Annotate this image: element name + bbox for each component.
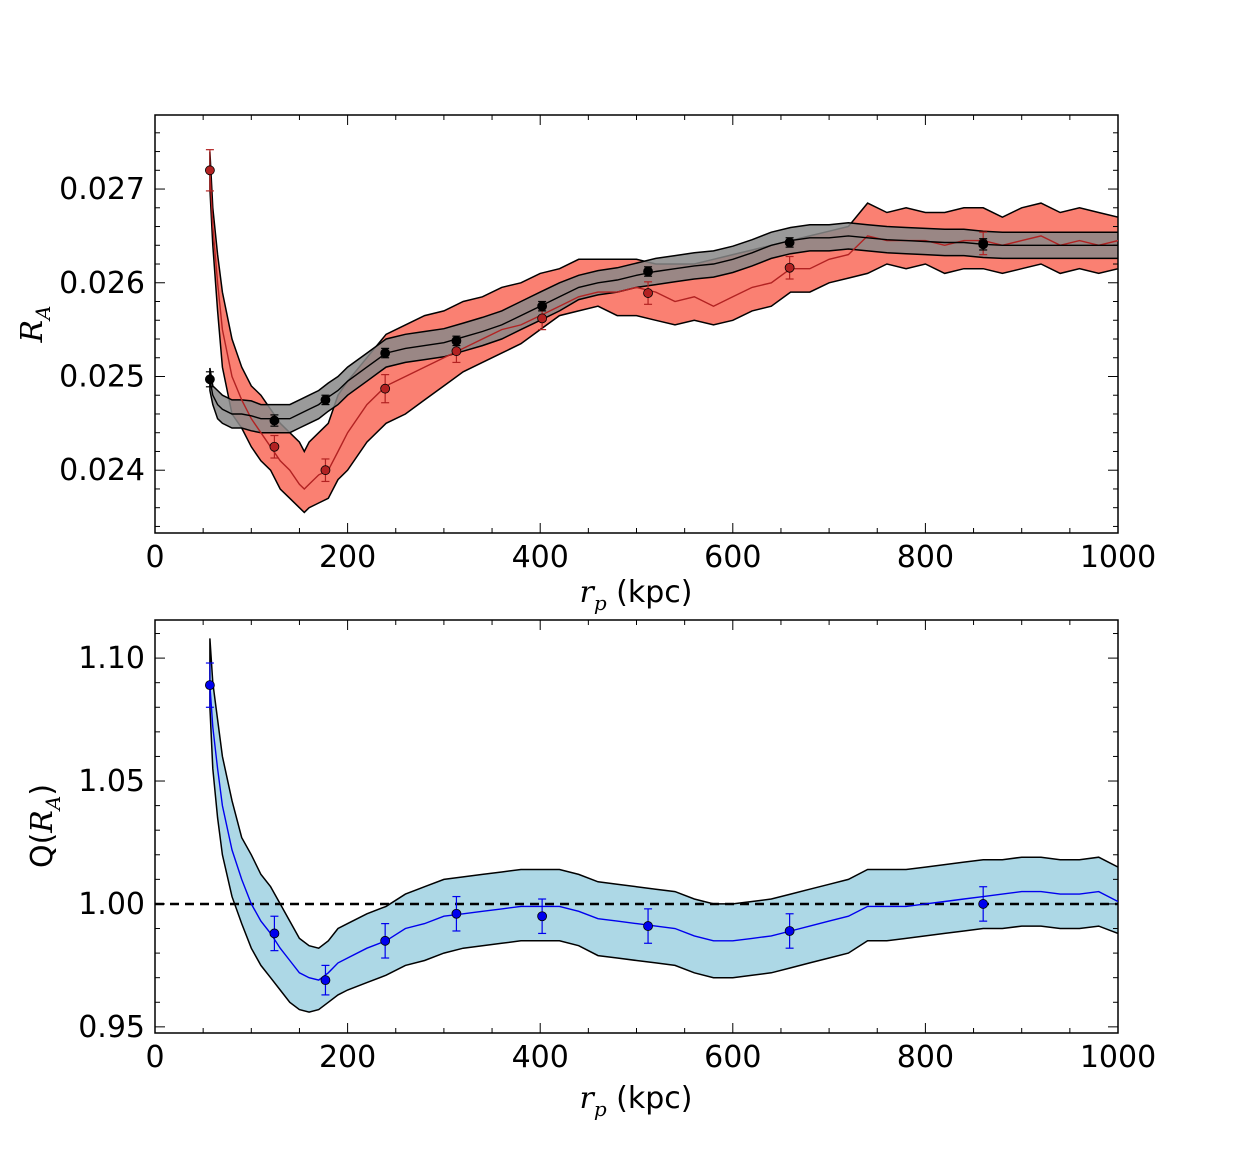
- y-tick-label: 1.00: [78, 887, 145, 922]
- point-black-top-1: [269, 414, 280, 427]
- point-black-top-4: [451, 335, 462, 347]
- point-black-top-5: [537, 300, 548, 312]
- point-red-top-0: [204, 149, 215, 192]
- point-blue-bottom-5: [537, 898, 548, 935]
- point-black-top-0: [204, 371, 215, 388]
- point-blue-bottom-7: [784, 913, 795, 949]
- point-red-top-7: [784, 255, 795, 280]
- y-tick-label: 1.05: [78, 764, 145, 799]
- x-axis-label-top: rp (kpc): [579, 575, 692, 615]
- x-tick-label: 1000: [1080, 1040, 1156, 1075]
- x-tick-label: 400: [512, 540, 569, 575]
- y-axis-label-top: RA: [15, 305, 55, 343]
- y-tick-label: 1.10: [78, 641, 145, 676]
- line-red-top: [209, 170, 1118, 490]
- y-tick-label: 0.025: [59, 359, 145, 394]
- line-black-top: [209, 235, 1118, 420]
- point-red-top-6: [643, 281, 653, 305]
- y-tick-label: 0.024: [59, 453, 145, 488]
- x-tick-label: 600: [704, 540, 761, 575]
- y-axis-label-bottom: Q(RA): [25, 784, 65, 868]
- band-red-top: [209, 151, 1118, 514]
- x-tick-label: 800: [897, 540, 954, 575]
- panel-top-ra: 0 200 400 600 800 1000 0.024 0.025 0.026 0.027 rp…: [15, 114, 1156, 615]
- y-tick-label: 0.026: [59, 266, 145, 301]
- point-red-top-1: [269, 434, 280, 459]
- y-tick-label: 0.95: [78, 1010, 145, 1045]
- panel-bottom-q: 0 200 400 600 800 1000 0.95 1.00 1.05 1.10 rp (kp…: [25, 619, 1156, 1121]
- band-black-top: [209, 222, 1118, 434]
- point-black-top-2: [320, 394, 331, 406]
- point-black-top-6: [643, 266, 653, 277]
- x-tick-label: 800: [897, 1040, 954, 1075]
- point-blue-bottom-6: [643, 908, 653, 944]
- x-axis-label-bottom: rp (kpc): [579, 1081, 692, 1121]
- point-blue-bottom-8: [978, 886, 989, 922]
- point-black-top-8: [978, 238, 989, 251]
- y-tick-label: 0.027: [59, 172, 145, 207]
- x-tick-label: 200: [319, 1040, 376, 1075]
- ticks-bottom: 0 200 400 600 800 1000 0.95 1.00 1.05 1.10: [78, 620, 1156, 1075]
- point-red-top-2: [320, 458, 331, 483]
- point-blue-bottom-2: [320, 964, 331, 996]
- line-blue-bottom: [209, 685, 1118, 981]
- x-tick-label: 200: [319, 540, 376, 575]
- point-blue-bottom-3: [380, 923, 391, 959]
- point-blue-bottom-0: [204, 662, 215, 708]
- plot-marks-bottom: [155, 638, 1118, 1013]
- ticks-top: 0 200 400 600 800 1000 0.024 0.025 0.026 0.027: [59, 115, 1156, 575]
- point-black-top-7: [784, 237, 795, 248]
- x-tick-label: 0: [145, 540, 164, 575]
- x-tick-label: 1000: [1080, 540, 1156, 575]
- point-red-top-3: [380, 374, 391, 404]
- point-blue-bottom-1: [269, 915, 280, 952]
- x-tick-label: 600: [704, 1040, 761, 1075]
- plot-marks-top: [204, 149, 1118, 514]
- point-black-top-3: [380, 347, 391, 359]
- x-tick-label: 0: [145, 1040, 164, 1075]
- x-tick-label: 400: [512, 1040, 569, 1075]
- point-blue-bottom-4: [451, 895, 462, 932]
- band-blue-bottom: [209, 638, 1118, 1013]
